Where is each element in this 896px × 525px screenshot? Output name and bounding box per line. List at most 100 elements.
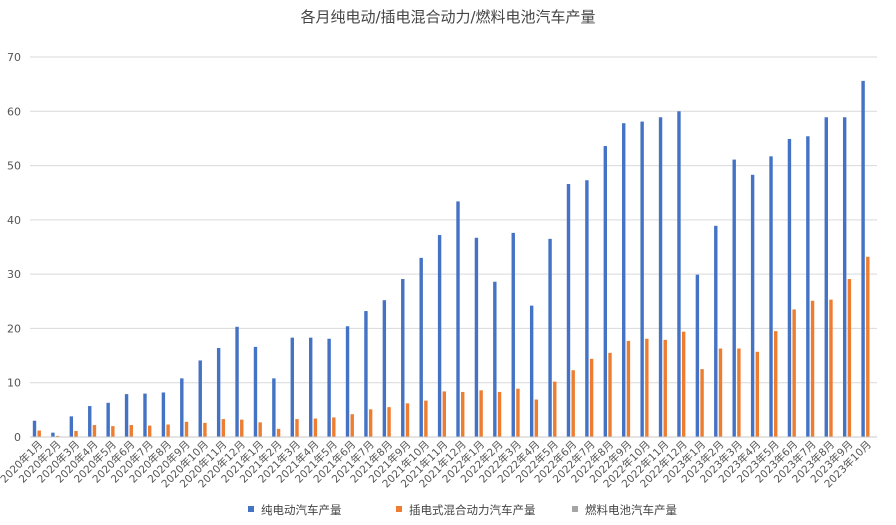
bar-series-2 [589, 358, 594, 437]
y-tick-label: 40 [7, 214, 21, 227]
bar-series-2 [295, 419, 299, 437]
y-tick-label: 0 [14, 431, 21, 444]
bar-series-2 [166, 424, 170, 437]
gridlines [30, 56, 877, 384]
bar-series-1 [216, 347, 221, 437]
bar-series-2 [534, 399, 539, 437]
bar-series-1 [198, 360, 202, 437]
bar-series-1 [493, 281, 497, 437]
bar-series-1 [640, 121, 644, 437]
bar-series-1 [787, 138, 792, 437]
bar-series-2 [645, 338, 649, 437]
bar-series-1 [419, 257, 423, 437]
bar-series-1 [345, 326, 350, 437]
y-tick-label: 70 [7, 51, 21, 64]
bar-series-1 [695, 274, 700, 437]
bar-series-1 [566, 184, 571, 437]
bar-series-2 [829, 299, 833, 437]
bars [32, 80, 870, 438]
bar-series-2 [147, 425, 152, 437]
bar-series-1 [253, 346, 258, 437]
bar-series-2 [387, 407, 391, 437]
bar-series-2 [74, 431, 78, 437]
bar-series-2 [700, 369, 704, 437]
bar-series-2 [350, 414, 354, 437]
bar-series-1 [474, 237, 479, 437]
bar-series-2 [405, 403, 410, 437]
bar-series-2 [240, 419, 244, 437]
bar-series-1 [806, 136, 810, 437]
bar-series-1 [677, 111, 681, 438]
bar-series-1 [842, 117, 847, 437]
bar-series-1 [51, 432, 55, 437]
bar-series-2 [571, 370, 575, 437]
bar-series-2 [258, 422, 262, 437]
bar-series-2 [866, 256, 870, 437]
bar-series-2 [276, 428, 281, 437]
bar-series-1 [529, 305, 534, 437]
bar-series-1 [69, 416, 74, 437]
bar-series-1 [88, 406, 92, 437]
bar-series-1 [401, 279, 405, 437]
bar-series-2 [755, 351, 760, 437]
bar-series-1 [124, 394, 129, 437]
y-axis-tick-labels: 0 10 20 30 40 50 60 70 [7, 51, 21, 444]
legend: 纯电动汽车产量 插电式混合动力汽车产量 燃料电池汽车产量 [248, 503, 677, 517]
bar-series-1 [382, 300, 387, 437]
y-tick-label: 10 [7, 377, 21, 390]
bar-series-2 [737, 348, 741, 437]
bar-series-1 [437, 235, 442, 437]
bar-series-2 [718, 348, 723, 437]
y-tick-label: 60 [7, 105, 21, 118]
bar-series-1 [769, 156, 773, 438]
bar-series-1 [585, 180, 589, 437]
bar-series-1 [180, 378, 184, 437]
bar-series-1 [456, 201, 460, 437]
y-tick-label: 50 [7, 160, 21, 173]
bar-series-1 [861, 80, 865, 437]
bar-series-1 [603, 146, 608, 437]
legend-swatch [248, 506, 254, 512]
bar-series-1 [732, 159, 736, 437]
bar-series-2 [774, 331, 778, 437]
bar-series-1 [824, 117, 828, 437]
bar-series-2 [111, 426, 115, 437]
bar-series-1 [32, 420, 37, 437]
bar-series-2 [553, 381, 557, 437]
bar-series-2 [368, 409, 373, 437]
bar-series-2 [55, 435, 60, 437]
bar-series-2 [461, 391, 465, 437]
chart-title: 各月纯电动/插电混合动力/燃料电池汽车产量 [300, 8, 595, 26]
bar-series-2 [479, 390, 483, 437]
bar-series-1 [548, 238, 552, 437]
y-tick-label: 30 [7, 268, 21, 281]
bar-series-2 [792, 309, 796, 437]
bar-series-2 [442, 391, 446, 437]
bar-series-2 [626, 340, 631, 437]
bar-series-2 [810, 300, 815, 437]
bar-series-2 [221, 419, 226, 437]
bar-series-2 [332, 417, 336, 437]
bar-series-1 [106, 402, 110, 437]
bar-series-1 [327, 338, 331, 437]
bar-series-2 [847, 279, 852, 437]
bar-series-1 [309, 337, 313, 437]
bar-series-2 [184, 421, 189, 437]
bar-series-1 [511, 232, 515, 437]
legend-swatch [396, 506, 402, 512]
bar-series-2 [663, 339, 667, 437]
bar-series-2 [92, 425, 97, 437]
bar-series-2 [129, 425, 133, 437]
y-tick-label: 20 [7, 322, 21, 335]
legend-label: 纯电动汽车产量 [261, 503, 342, 517]
bar-series-2 [203, 422, 207, 437]
legend-label: 插电式混合动力汽车产量 [409, 503, 536, 517]
legend-swatch [572, 506, 578, 512]
bar-series-1 [161, 392, 166, 437]
bar-series-2 [681, 331, 686, 437]
bar-series-1 [272, 378, 276, 437]
bar-series-2 [424, 400, 428, 437]
bar-series-1 [714, 225, 718, 437]
